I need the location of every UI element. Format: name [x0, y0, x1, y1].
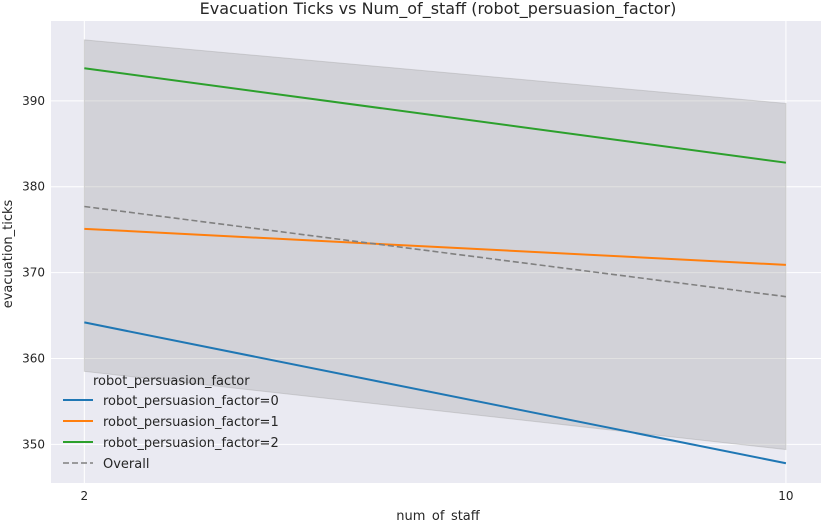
chart-title: Evacuation Ticks vs Num_of_staff (robot_… — [200, 0, 677, 19]
y-tick-label: 380 — [22, 180, 45, 194]
x-tick-labels: 2 10 — [81, 489, 794, 503]
series-line-3 — [84, 205, 787, 298]
confidence-band-layer — [83, 39, 787, 451]
legend-title: robot_persuasion_factor — [93, 374, 250, 389]
legend: robot_persuasion_factor robot_persuasion… — [63, 374, 279, 472]
confidence-band — [83, 39, 787, 451]
x-tick-label: 2 — [81, 489, 89, 503]
y-tick-label: 370 — [22, 266, 45, 280]
y-tick-labels: 350 360 370 380 390 — [22, 94, 45, 451]
y-tick-label: 360 — [22, 351, 45, 365]
series-line-1 — [84, 227, 786, 266]
series-layer — [84, 67, 787, 465]
series-line-0 — [84, 321, 787, 465]
grid — [51, 21, 821, 483]
legend-label-0: robot_persuasion_factor=0 — [103, 394, 279, 409]
legend-label-1: robot_persuasion_factor=1 — [103, 415, 279, 430]
y-tick-label: 390 — [22, 94, 45, 108]
legend-label-3: Overall — [103, 457, 149, 472]
x-tick-label: 10 — [778, 489, 793, 503]
y-axis-label: evacuation_ticks — [1, 199, 16, 308]
x-axis-label: num_of_staff — [396, 509, 481, 522]
y-tick-label: 350 — [22, 437, 45, 451]
series-line-2 — [84, 67, 787, 164]
legend-label-2: robot_persuasion_factor=2 — [103, 436, 279, 451]
